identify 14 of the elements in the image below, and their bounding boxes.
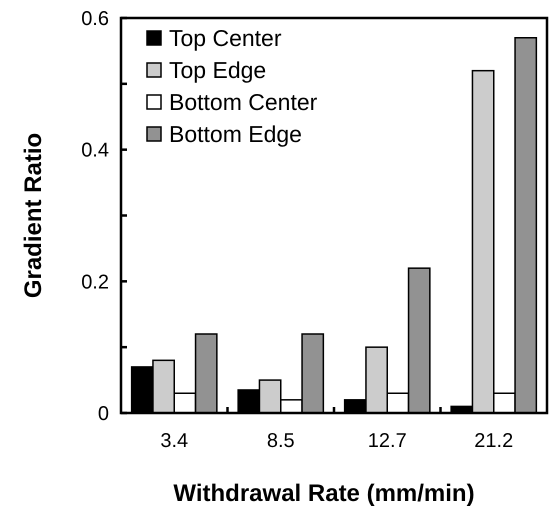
x-tick-label: 8.5 [266,430,295,452]
x-tick-label: 21.2 [474,430,514,452]
legend-label: Bottom Edge [169,121,302,148]
x-tick-label: 3.4 [160,430,188,452]
y-tick-label: 0.2 [81,271,109,294]
x-tick-label: 12.7 [368,430,407,452]
legend-label: Top Center [169,25,282,52]
y-tick-label: 0.4 [81,140,109,162]
y-tick-label: 0 [98,403,109,425]
legend-label: Bottom Center [169,89,318,116]
x-axis-title: Withdrawal Rate (mm/min) [173,480,475,507]
y-tick-label: 0.6 [81,8,109,30]
legend-label: Top Edge [169,57,266,84]
y-axis-title: Gradient Ratio [20,132,47,298]
